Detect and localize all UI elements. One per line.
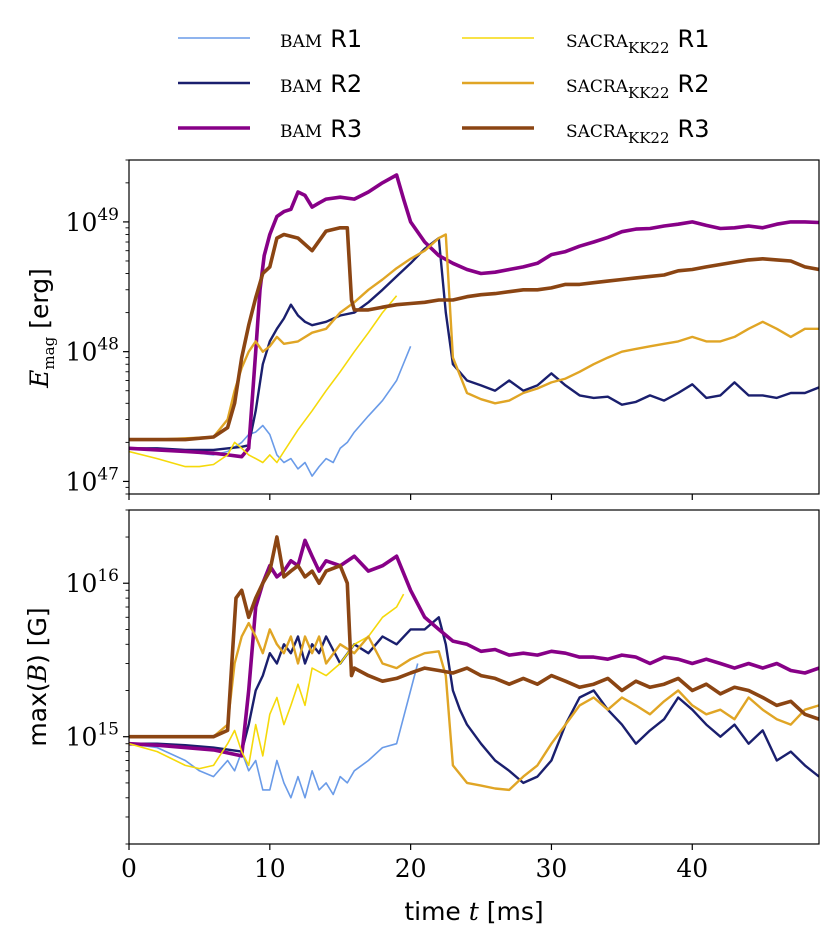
xtick-label: 20	[395, 854, 427, 883]
bottom-ytick-label: 1015	[66, 720, 119, 752]
bottom-ytick-label: 1016	[66, 566, 119, 598]
legend-entry: bam R1	[178, 25, 362, 53]
bottom-series-sacra-kk22-r3	[129, 535, 819, 739]
panel-max-magnetic-field: 0 10 20 30 40 1015 1016 max(B) [G] time t [ms]	[23, 509, 820, 926]
top-series-sacra-kk22-r3	[129, 226, 819, 442]
top-ticks: 1047 1048 1049	[66, 159, 693, 500]
legend-label: bam R1	[280, 25, 362, 53]
legend-entry: sacraKK22 R2	[462, 70, 709, 102]
top-axes-frame	[128, 159, 820, 495]
bottom-series-bam-r1	[129, 663, 419, 799]
legend-entry: sacraKK22 R3	[462, 115, 709, 147]
legend-entry: bam R2	[178, 70, 362, 98]
top-ylabel: Emag[erg]	[25, 268, 58, 389]
bottom-series-sacra-kk22-r1	[129, 593, 405, 770]
legend-label: sacraKK22 R1	[566, 25, 709, 57]
top-series-sacra-kk22-r2	[129, 233, 819, 441]
xtick-label: 30	[536, 854, 568, 883]
top-series-sacra-kk22-r1	[129, 295, 398, 468]
legend-entry: bam R3	[178, 115, 362, 143]
legend-label: sacraKK22 R2	[566, 70, 709, 102]
bottom-series-group	[129, 535, 819, 799]
bottom-series-bam-r2	[129, 616, 819, 785]
bottom-axes-frame	[128, 509, 820, 845]
xtick-label: 40	[676, 854, 708, 883]
bottom-ylabel: max(B) [G]	[23, 607, 52, 746]
legend-entry: sacraKK22 R1	[462, 25, 709, 57]
x-axis-label: time t [ms]	[404, 897, 543, 926]
top-series-group	[129, 173, 819, 477]
panel-magnetic-energy: 1047 1048 1049 Emag[erg]	[25, 159, 820, 500]
bottom-series-sacra-kk22-r2	[129, 621, 819, 792]
bottom-series-bam-r3	[129, 538, 819, 758]
xtick-label: 0	[121, 854, 137, 883]
top-ytick-label: 1048	[66, 335, 119, 367]
legend-label: bam R3	[280, 115, 362, 143]
legend: bam R1 sacraKK22 R1 bam R2 sacraKK22 R2 bam R3 sac…	[178, 25, 709, 147]
legend-label: sacraKK22 R3	[566, 115, 709, 147]
top-ytick-label: 1049	[66, 205, 119, 237]
xtick-label: 10	[254, 854, 286, 883]
legend-label: bam R2	[280, 70, 362, 98]
top-ytick-label: 1047	[66, 464, 119, 496]
top-series-bam-r1	[129, 345, 412, 477]
top-series-bam-r3	[129, 173, 819, 459]
bottom-ticks: 0 10 20 30 40 1015 1016	[66, 509, 708, 883]
